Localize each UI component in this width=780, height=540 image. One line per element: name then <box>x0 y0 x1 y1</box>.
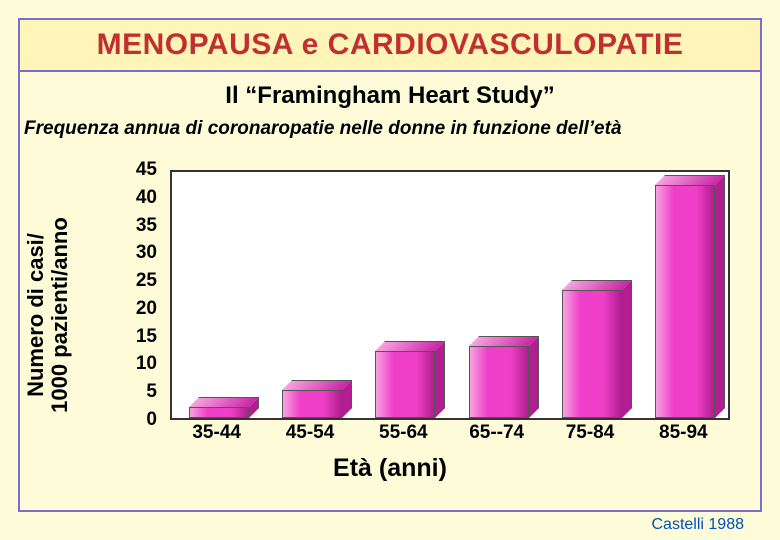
y-tick: 35 <box>136 215 157 237</box>
x-tick: 65--74 <box>469 422 524 444</box>
y-tick: 25 <box>136 270 157 292</box>
x-tick-labels: 35-44 45-54 55-64 65--74 75-84 85-94 <box>170 422 730 447</box>
x-tick: 35-44 <box>192 422 241 444</box>
x-tick: 85-94 <box>659 422 708 444</box>
plot-area <box>170 170 730 420</box>
citation: Castelli 1988 <box>652 516 745 534</box>
y-tick: 30 <box>136 242 157 264</box>
y-tick: 0 <box>146 409 157 431</box>
y-tick-labels: 454035302520151050 <box>110 170 165 420</box>
y-tick: 5 <box>146 381 157 403</box>
y-tick: 10 <box>136 353 157 375</box>
bar <box>655 185 715 418</box>
caption: Frequenza annua di coronaropatie nelle d… <box>24 118 756 140</box>
bar <box>282 390 342 418</box>
title-box: MENOPAUSA e CARDIOVASCULOPATIE <box>18 18 762 72</box>
x-tick: 45-54 <box>286 422 335 444</box>
bar <box>189 407 249 418</box>
bar <box>562 290 622 418</box>
y-tick: 40 <box>136 187 157 209</box>
x-axis-title: Età (anni) <box>0 454 780 483</box>
bar-chart: 454035302520151050 35-4445-5455-6465--74… <box>110 170 730 445</box>
y-tick: 45 <box>136 159 157 181</box>
x-tick: 75-84 <box>566 422 615 444</box>
y-tick: 20 <box>136 298 157 320</box>
bar <box>375 351 435 418</box>
bar <box>469 346 529 418</box>
y-axis-title: Numero di casi/ 1000 pazienti/anno <box>24 185 72 445</box>
slide-title: MENOPAUSA e CARDIOVASCULOPATIE <box>97 28 684 62</box>
subtitle: Il “Framingham Heart Study” <box>18 82 762 110</box>
y-axis-title-line1: Numero di casi/ <box>23 233 48 397</box>
y-tick: 15 <box>136 326 157 348</box>
y-axis-title-line2: 1000 pazienti/anno <box>47 217 72 413</box>
x-tick: 55-64 <box>379 422 428 444</box>
